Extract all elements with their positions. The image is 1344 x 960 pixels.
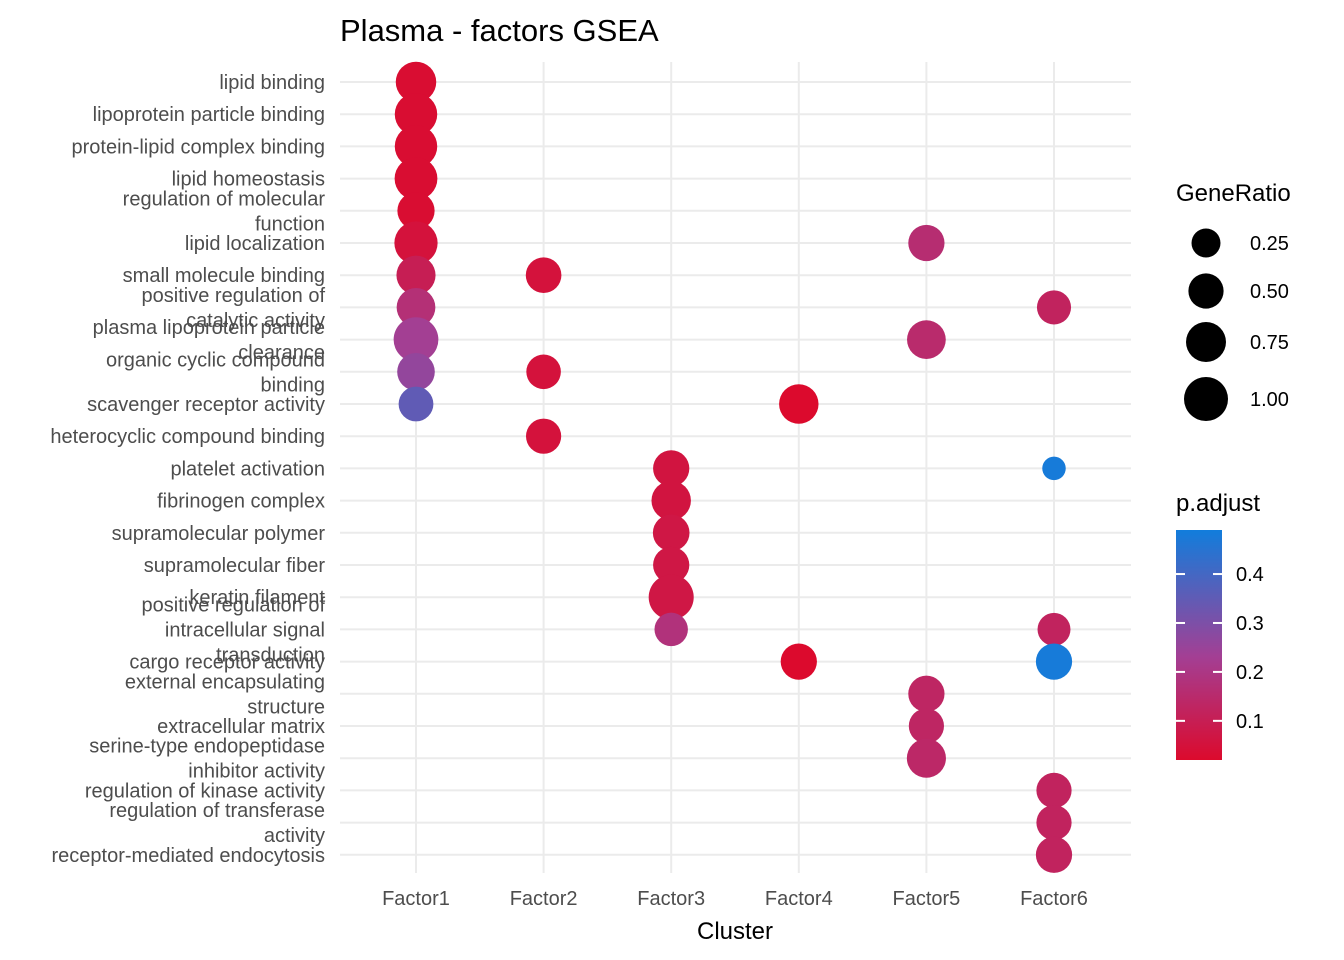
dot-point — [1042, 456, 1066, 481]
dot-point — [394, 125, 438, 168]
y-term-label: scavenger receptor activity — [87, 394, 325, 416]
dot-point — [654, 612, 688, 647]
dot-points — [393, 61, 1073, 873]
x-tick-label: Factor4 — [765, 888, 833, 910]
y-term-label: cargo receptor activity — [129, 652, 325, 674]
color-legend-label: 0.1 — [1236, 711, 1264, 733]
dot-point — [1036, 772, 1072, 809]
y-term-label: platelet activation — [170, 458, 325, 480]
y-term-label: organic cyclic compound binding — [106, 349, 325, 396]
size-legend-label: 0.25 — [1250, 233, 1289, 255]
dot-point — [651, 480, 691, 521]
size-legend-key — [1186, 322, 1226, 362]
color-legend-bar — [1176, 530, 1222, 760]
size-legend: GeneRatio 0.25 0.50 0.75 1.00 — [1176, 180, 1291, 421]
y-term-label: lipid homeostasis — [172, 169, 325, 191]
y-term-label: keratin filament — [189, 587, 325, 609]
y-axis-term-labels: lipid binding lipoprotein particle bindin… — [50, 72, 325, 867]
size-legend-key — [1184, 377, 1228, 421]
y-term-label: protein-lipid complex binding — [72, 136, 325, 158]
dot-point — [653, 450, 690, 487]
dot-point — [648, 574, 694, 620]
dot-point — [906, 738, 946, 778]
x-tick-label: Factor3 — [637, 888, 705, 910]
dot-point — [908, 675, 945, 712]
y-term-label: lipid localization — [185, 233, 325, 255]
y-term-label: external encapsulating structure — [125, 671, 325, 718]
x-tick-label: Factor6 — [1020, 888, 1088, 910]
size-legend-label: 0.75 — [1250, 332, 1289, 354]
color-legend-title: p.adjust — [1176, 490, 1260, 517]
dot-point — [397, 352, 435, 391]
y-term-label: supramolecular fiber — [144, 555, 326, 577]
dot-point — [526, 354, 561, 390]
size-legend-key — [1191, 228, 1221, 258]
chart-title: Plasma - factors GSEA — [340, 13, 659, 48]
dot-point — [779, 384, 819, 424]
color-legend-label: 0.4 — [1236, 564, 1264, 586]
y-term-label: regulation of transferase activity — [109, 800, 325, 847]
x-tick-label: Factor5 — [892, 888, 960, 910]
dot-point — [780, 643, 817, 680]
dot-point — [1035, 836, 1073, 873]
y-term-label: positive regulation of intracellular sign… — [142, 594, 326, 666]
size-legend-key — [1188, 273, 1224, 309]
y-term-label: heterocyclic compound binding — [50, 426, 325, 448]
dot-point — [394, 157, 438, 200]
y-term-label: small molecule binding — [123, 265, 325, 287]
dot-point — [394, 92, 438, 136]
y-term-label: regulation of molecular function — [123, 188, 326, 235]
y-term-label: lipoprotein particle binding — [93, 104, 325, 126]
dot-point — [396, 255, 436, 295]
color-legend-label: 0.2 — [1236, 662, 1264, 684]
size-legend-label: 0.50 — [1250, 281, 1289, 303]
y-term-label: fibrinogen complex — [157, 491, 325, 513]
y-term-label: receptor-mediated endocytosis — [52, 845, 325, 867]
dot-point — [525, 418, 562, 454]
grid-lines — [340, 62, 1131, 873]
dot-point — [1035, 643, 1073, 680]
y-term-label: supramolecular polymer — [112, 523, 326, 545]
size-legend-label: 1.00 — [1250, 389, 1289, 411]
dot-point — [653, 546, 690, 584]
y-term-label: positive regulation of catalytic activity — [142, 285, 326, 332]
dot-point — [394, 221, 438, 265]
dot-point — [397, 192, 435, 230]
y-term-label: lipid binding — [219, 72, 325, 94]
dot-point — [1036, 290, 1072, 325]
x-axis-title: Cluster — [697, 918, 773, 945]
x-tick-label: Factor2 — [510, 888, 578, 910]
dot-point — [908, 224, 945, 262]
dot-point — [908, 708, 945, 744]
size-legend-title: GeneRatio — [1176, 180, 1291, 207]
dot-point — [907, 320, 946, 359]
dot-point — [398, 386, 434, 422]
dot-point — [1036, 804, 1072, 841]
y-term-label: serine-type endopeptidase inhibitor activ… — [89, 736, 325, 783]
dot-point — [1037, 612, 1071, 646]
color-legend-label: 0.3 — [1236, 613, 1264, 635]
dot-point — [525, 257, 562, 294]
dot-point — [396, 288, 436, 327]
dot-point — [395, 61, 437, 103]
color-legend: p.adjust 0.1 0.2 0.3 0.4 — [1176, 490, 1264, 760]
y-term-label: regulation of kinase activity — [85, 780, 325, 802]
x-axis-tick-labels: Factor1 Factor2 Factor3 Factor4 Factor5 Facto… — [382, 888, 1088, 910]
dot-point — [652, 514, 690, 552]
dot-point — [393, 317, 439, 362]
x-tick-label: Factor1 — [382, 888, 450, 910]
y-term-label: plasma lipoprotein particle clearance — [93, 317, 325, 364]
y-term-label: extracellular matrix — [157, 716, 325, 738]
